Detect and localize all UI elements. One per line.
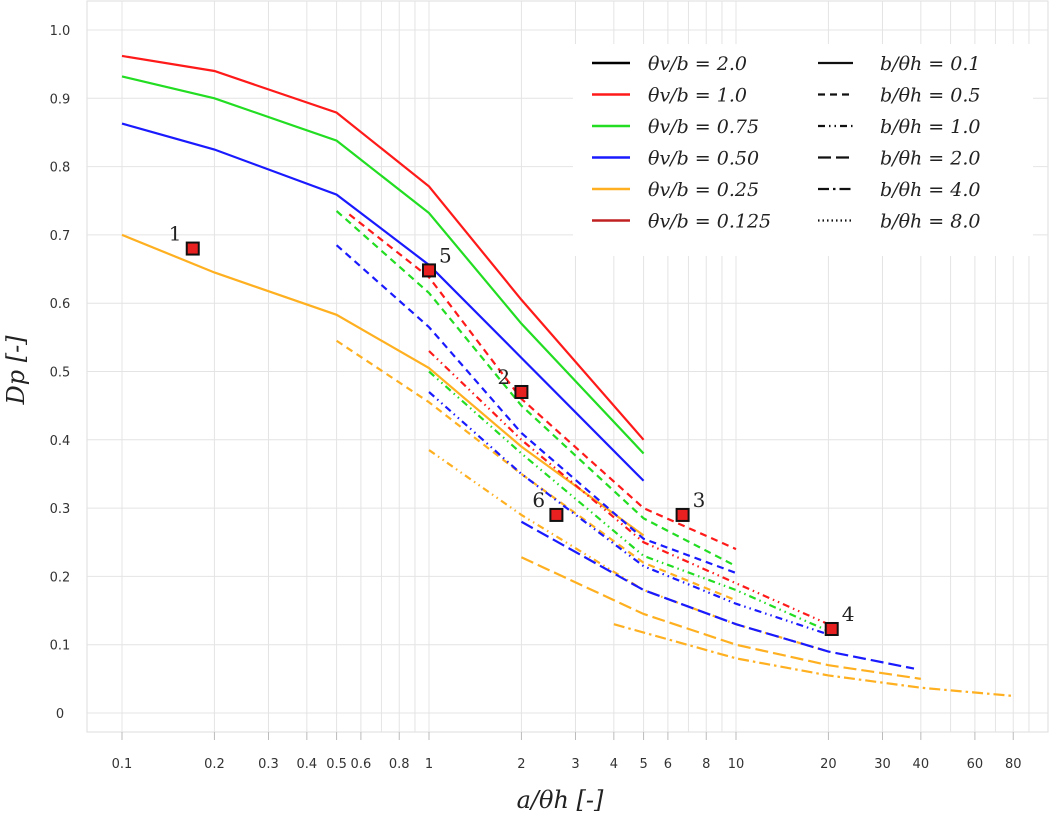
data-points: 1 5 2 6 3 4 [169, 222, 855, 636]
series-line [335, 339, 737, 602]
x-tick-label: 0.5 [326, 757, 347, 772]
series-line [520, 520, 915, 670]
legend-label: b/θh = 1.0 [880, 116, 980, 138]
x-tick-label: 4 [610, 757, 618, 772]
legend: θv/b = 2.0 θv/b = 1.0 θv/b = 0.75 θv/b = 0.… [573, 44, 1033, 256]
x-tick-label: 0.4 [296, 757, 317, 772]
x-tick-label: 2 [517, 757, 525, 772]
data-point-label: 4 [842, 602, 855, 626]
series-line [121, 54, 645, 441]
legend-box [573, 44, 1033, 256]
x-axis-title: a/θh [-] [517, 786, 604, 814]
legend-label: θv/b = 0.75 [648, 116, 759, 138]
y-tick-label: 0.6 [50, 297, 71, 312]
series-line [121, 233, 645, 537]
tick-labels: 0 0.1 0.2 0.3 0.4 0.5 0.6 0.7 0.8 0.9 1.0 0.1 0.2 0.3… [50, 24, 1022, 772]
x-tick-label: 0.3 [258, 757, 279, 772]
data-point-label: 3 [693, 488, 706, 512]
legend-label: θv/b = 0.50 [648, 148, 759, 170]
data-point-marker [185, 241, 200, 256]
legend-label: θv/b = 1.0 [648, 85, 747, 107]
y-tick-label: 0.8 [50, 161, 71, 176]
y-tick-label: 0.5 [50, 366, 71, 381]
y-tick-label: 0.9 [50, 92, 71, 107]
legend-label: b/θh = 4.0 [880, 179, 980, 201]
data-point-marker [422, 263, 436, 278]
y-axis-title: Dp [-] [2, 335, 30, 406]
legend-label: b/θh = 2.0 [880, 148, 980, 170]
data-point-label: 2 [497, 365, 510, 389]
x-tick-label: 0.2 [204, 757, 225, 772]
x-tick-label: 0.1 [112, 757, 133, 772]
y-tick-label: 0.1 [50, 639, 71, 654]
y-tick-label: 0.3 [50, 502, 71, 517]
data-point-label: 5 [439, 243, 452, 267]
y-tick-label: 0.2 [50, 570, 71, 585]
legend-label: θv/b = 0.125 [648, 211, 771, 233]
data-point-label: 1 [169, 222, 182, 246]
x-tick-label: 1 [425, 757, 433, 772]
x-tick-label: 3 [571, 757, 579, 772]
data-point-marker [514, 384, 529, 399]
series-line [428, 350, 829, 626]
x-tick-label: 0.8 [389, 757, 410, 772]
data-point-marker [675, 507, 690, 522]
x-tick-label: 40 [913, 757, 930, 772]
y-tick-label: 0.7 [50, 229, 71, 244]
y-tick-label: 0 [56, 707, 64, 722]
x-tick-label: 5 [639, 757, 647, 772]
x-tick-label: 60 [967, 757, 984, 772]
data-point-marker [549, 507, 564, 522]
x-tick-label: 10 [728, 757, 745, 772]
legend-label: b/θh = 0.1 [880, 53, 980, 75]
legend-label: θv/b = 2.0 [648, 53, 747, 75]
series-line [335, 210, 737, 568]
legend-label: b/θh = 8.0 [880, 211, 980, 233]
y-tick-label: 1.0 [50, 24, 71, 39]
legend-label: θv/b = 0.25 [648, 179, 759, 201]
x-tick-label: 80 [1005, 757, 1022, 772]
x-tick-label: 8 [702, 757, 710, 772]
data-point-label: 6 [532, 488, 545, 512]
series-line [613, 623, 1014, 698]
x-tick-label: 30 [874, 757, 891, 772]
series-line [335, 244, 737, 575]
series-line [121, 75, 645, 455]
legend-label: b/θh = 0.5 [880, 85, 980, 107]
data-point-marker [824, 621, 839, 636]
series-line [121, 122, 645, 482]
x-tick-label: 20 [820, 757, 837, 772]
x-tick-label: 0.6 [351, 757, 372, 772]
y-tick-label: 0.4 [50, 434, 71, 449]
x-tick-label: 6 [664, 757, 672, 772]
